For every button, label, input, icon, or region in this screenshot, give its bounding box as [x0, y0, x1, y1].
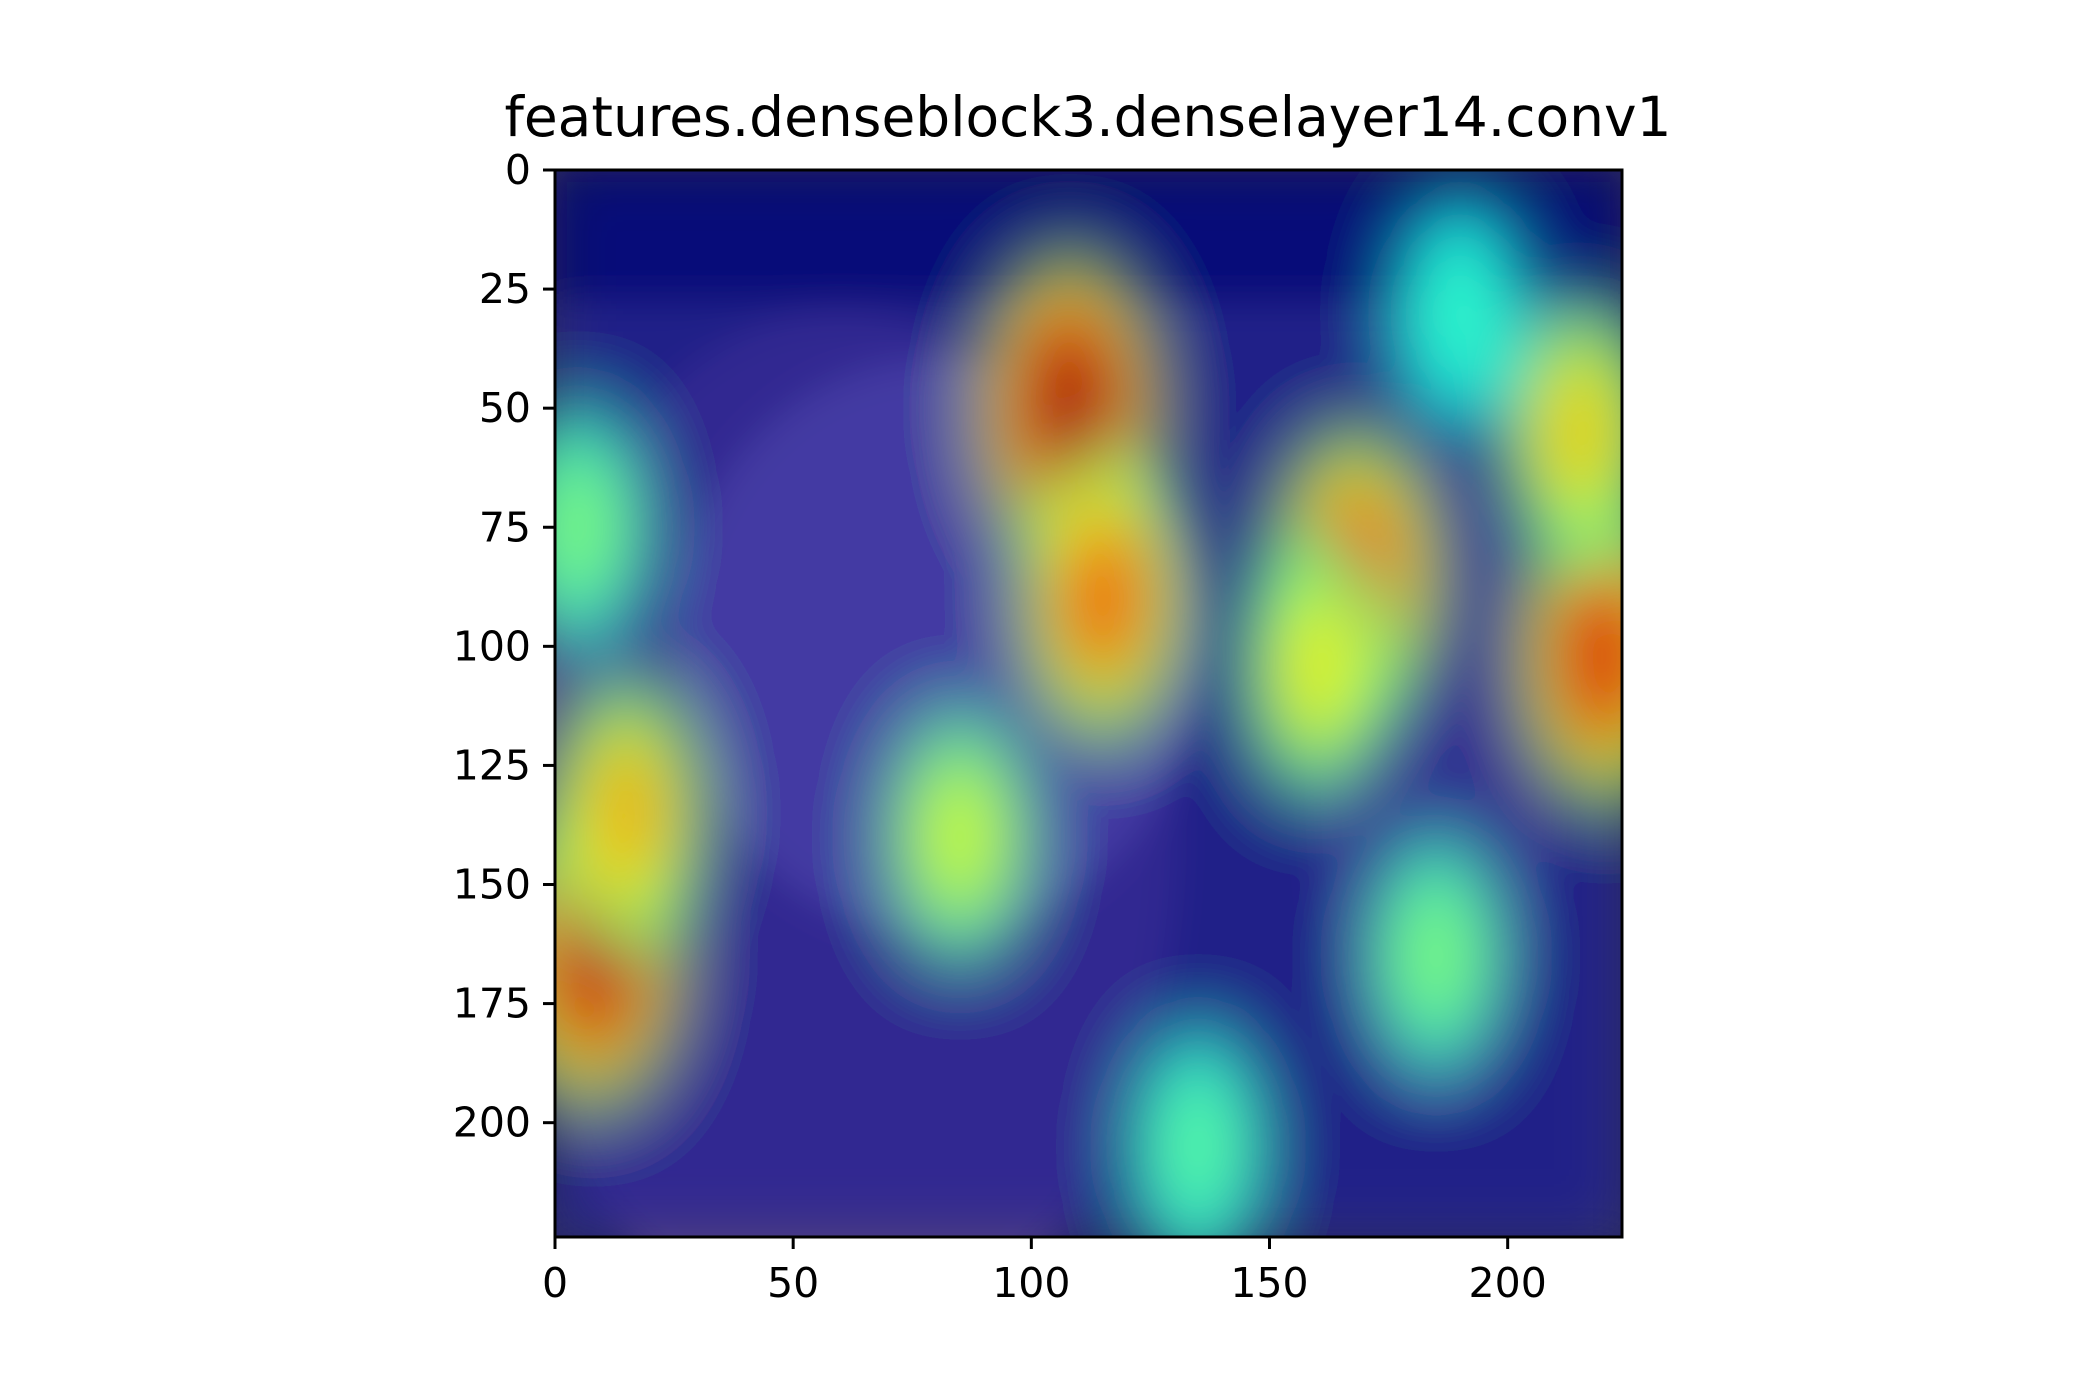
heat-spot-10	[1167, 1094, 1229, 1199]
heat-spot-7	[1544, 372, 1614, 491]
heat-spot-0	[1029, 339, 1110, 477]
chart-title: features.denseblock3.denselayer14.conv1	[504, 85, 1671, 149]
heat-spot-8	[927, 780, 993, 894]
x-tick-label: 200	[1469, 1259, 1547, 1307]
x-tick-label: 150	[1230, 1259, 1308, 1307]
x-tick-label: 50	[767, 1259, 819, 1307]
y-tick-label: 175	[453, 980, 531, 1028]
heat-spot-11	[555, 473, 611, 581]
heat-spot-5	[1283, 612, 1351, 728]
y-tick-label: 75	[479, 503, 531, 551]
x-tick-label: 0	[542, 1259, 568, 1307]
heat-spot-6	[1564, 590, 1622, 722]
y-tick-label: 150	[453, 861, 531, 909]
y-tick-label: 50	[479, 384, 531, 432]
heat-spot-1	[1065, 535, 1140, 662]
y-tick-label: 125	[453, 741, 531, 789]
x-axis: 0 50 100 150 200	[542, 1237, 1547, 1307]
heat-spot-12	[1430, 262, 1490, 364]
y-tick-label: 0	[505, 146, 531, 194]
heat-overlay	[555, 170, 1622, 1237]
heat-spot-9	[1405, 902, 1468, 1010]
y-axis: 0 25 50 75 100 125 150 175 200	[453, 146, 555, 1147]
y-tick-label: 200	[453, 1099, 531, 1147]
plot-frame	[553, 168, 1624, 1239]
y-tick-label: 100	[453, 622, 531, 670]
y-tick-label: 25	[479, 265, 531, 313]
heat-spot-3	[591, 752, 662, 874]
plot-area	[555, 170, 1622, 1237]
x-tick-label: 100	[992, 1259, 1070, 1307]
